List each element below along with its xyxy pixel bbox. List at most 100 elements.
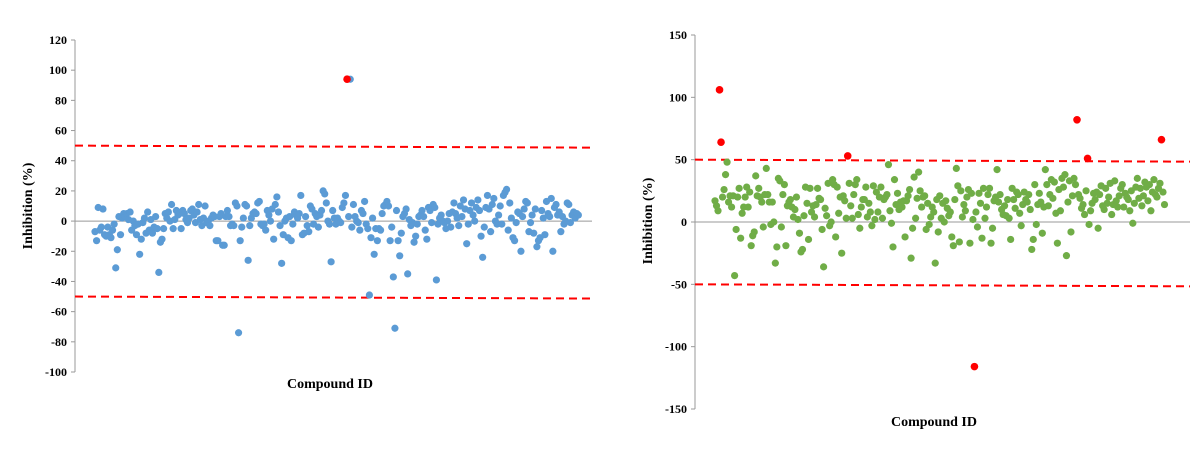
left-data-point (99, 205, 107, 213)
left-data-point (242, 202, 251, 210)
right-data-point (747, 242, 755, 250)
left-data-point (278, 259, 286, 267)
right-data-point (1007, 235, 1015, 244)
left-data-point (518, 212, 527, 221)
right-data-point (1145, 181, 1154, 189)
right-data-point (972, 208, 980, 216)
left-y-tick-label: 0 (61, 214, 67, 228)
left-data-point (528, 211, 536, 219)
right-hit-point (970, 362, 979, 371)
right-threshold-lines (694, 158, 1191, 288)
right-data-point (871, 215, 879, 224)
right-data-point (975, 189, 983, 197)
left-data-point (349, 200, 358, 209)
right-data-point (910, 173, 918, 181)
left-data-point (314, 223, 322, 231)
left-data-point (276, 222, 284, 230)
left-upper-threshold-line (74, 144, 593, 149)
left-data-point (539, 214, 547, 222)
left-y-tick-label: -60 (51, 305, 67, 319)
right-data-point (869, 182, 877, 190)
left-data-point (469, 211, 477, 219)
right-data-point (1082, 187, 1090, 195)
left-data-point (480, 223, 488, 231)
left-data-point (557, 228, 565, 236)
right-data-point (1129, 219, 1137, 227)
left-data-point (289, 220, 297, 228)
left-data-point (337, 219, 345, 227)
right-data-point (1118, 181, 1126, 189)
right-data-point (960, 200, 968, 209)
left-data-point (270, 235, 278, 243)
right-data-point (812, 200, 820, 209)
left-data-point (546, 212, 554, 221)
right-data-point (738, 209, 746, 217)
right-data-point (791, 205, 799, 214)
right-data-point (777, 223, 785, 231)
right-data-point (1043, 181, 1051, 189)
right-chart-panel: 150 100 50 0 -50 -100 -150 Inhibition (%) Comp… (600, 0, 1200, 447)
right-data-point (958, 213, 966, 221)
left-data-point (238, 223, 246, 231)
left-data-point (376, 226, 385, 234)
right-data-point (1153, 193, 1161, 201)
right-data-point (1011, 204, 1019, 212)
left-data-point (420, 212, 428, 221)
right-data-point (942, 197, 950, 205)
left-data-point (321, 190, 329, 198)
right-data-point (827, 218, 835, 226)
left-data-point (132, 231, 141, 239)
right-data-point (982, 203, 991, 211)
left-data-point (144, 208, 152, 216)
left-data-point (148, 229, 157, 237)
right-data-point (835, 209, 843, 217)
right-data-point (741, 193, 749, 201)
right-data-point (1156, 179, 1164, 187)
left-data-point (214, 237, 222, 245)
right-data-point (1094, 224, 1102, 232)
right-data-point (720, 185, 728, 194)
left-data-point (233, 202, 241, 210)
left-data-point (378, 209, 386, 218)
left-data-point (193, 208, 201, 216)
right-data-point (1138, 202, 1146, 210)
right-data-point (1091, 195, 1099, 204)
right-data-point (1111, 177, 1119, 185)
right-data-point (916, 187, 924, 195)
right-y-tick-label: -50 (671, 277, 687, 291)
right-data-point (804, 235, 813, 244)
right-hit-point (1157, 135, 1166, 144)
right-data-point (813, 184, 822, 192)
left-data-point (92, 237, 101, 245)
left-y-tick-label: -80 (51, 335, 67, 349)
right-data-point (752, 172, 760, 180)
left-data-point (458, 212, 466, 221)
right-data-point (803, 199, 811, 207)
right-data-point (957, 187, 965, 195)
left-data-point (140, 214, 149, 222)
left-data-point (547, 194, 555, 203)
left-data-point (502, 185, 511, 193)
right-hit-point (1073, 115, 1081, 124)
left-y-tick-label: 40 (55, 154, 67, 168)
right-axis-group: 150 100 50 0 -50 -100 -150 (665, 28, 1190, 416)
right-data-point (1049, 194, 1057, 202)
left-y-tick-label: -40 (51, 274, 67, 288)
right-data-point (976, 199, 985, 207)
right-data-point (1017, 222, 1025, 230)
left-data-point (341, 191, 350, 200)
right-data-point (857, 203, 865, 211)
right-data-point (1028, 245, 1036, 254)
left-data-point (404, 270, 412, 278)
right-data-point (737, 234, 745, 242)
right-data-point (721, 171, 730, 179)
left-data-point (112, 264, 120, 272)
left-data-point (487, 228, 495, 236)
left-data-point (566, 219, 575, 227)
right-data-point (718, 193, 727, 201)
right-data-point (833, 183, 841, 191)
right-data-point (874, 208, 882, 216)
right-data-point (908, 224, 917, 232)
left-data-point (234, 329, 243, 337)
left-data-point (327, 258, 335, 266)
